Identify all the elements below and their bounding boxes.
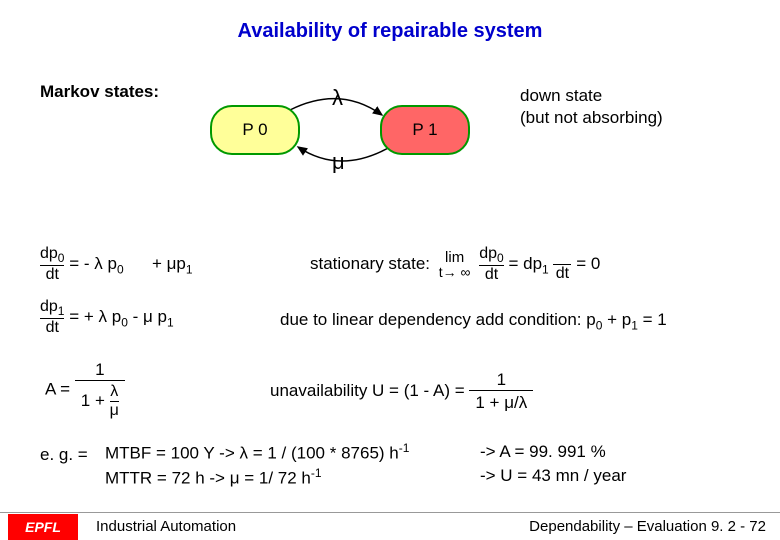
unavailability-equation: unavailability U = (1 - A) = 1 1 + μ/λ (270, 370, 533, 413)
mu-label: μ (332, 149, 345, 175)
stat-end: = 0 (576, 254, 600, 273)
stat-n1: dp (479, 245, 497, 262)
lin2: + p (602, 310, 631, 329)
state-p1: P 1 (380, 105, 470, 155)
eq2-s1: 1 (167, 315, 174, 329)
stat-s1: 1 (542, 262, 549, 276)
page-title: Availability of repairable system (0, 0, 780, 43)
down-state-note: down state (but not absorbing) (520, 85, 663, 129)
a-lhs: A = (45, 379, 75, 398)
eq1-sub: 0 (58, 251, 65, 265)
a-denpre: 1 + (81, 391, 110, 410)
u-num: 1 (469, 370, 533, 390)
down-line1: down state (520, 86, 602, 105)
ex-l1s: -1 (399, 441, 410, 455)
lambda-label: λ (332, 85, 343, 111)
footer-right: Dependability – Evaluation 9. 2 - 72 (529, 518, 766, 535)
ex-l2s: -1 (311, 466, 322, 480)
eq2-s0: 0 (121, 315, 128, 329)
eq2-sub: 1 (58, 304, 65, 318)
eq2-num: dp (40, 298, 58, 315)
eq2-dt: dt (40, 318, 64, 337)
stat-dt1: dt (479, 265, 503, 284)
lin-s1: 1 (631, 318, 638, 332)
eq1-s0: 0 (117, 262, 124, 276)
stat-dt2: dt (553, 264, 571, 283)
state-p0: P 0 (210, 105, 300, 155)
footer: EPFL Industrial Automation Dependability… (0, 512, 780, 540)
u-den: 1 + μ/λ (469, 390, 533, 413)
markov-diagram: P 0 P 1 λ μ (210, 75, 470, 185)
eq1-num: dp (40, 245, 58, 262)
linear-dependency: due to linear dependency add condition: … (280, 310, 667, 332)
example-result: -> A = 99. 991 % -> U = 43 mn / year (480, 440, 626, 488)
lim-sub: t→ ∞ (439, 265, 471, 279)
a-dfd: μ (110, 401, 119, 420)
markov-label: Markov states: (40, 82, 159, 102)
a-dfn: λ (110, 383, 119, 401)
stationary-state: stationary state: lim t→ ∞ dp0 dt = dp1 … (310, 245, 600, 284)
example-label: e. g. = (40, 445, 88, 465)
lim-text: lim (439, 250, 471, 265)
footer-left: Industrial Automation (96, 518, 236, 535)
lin3: = 1 (638, 310, 667, 329)
example-text: MTBF = 100 Y -> λ = 1 / (100 * 8765) h-1… (105, 440, 409, 491)
eq1-rhs: = - λ p (69, 254, 117, 273)
u-lhs: unavailability U = (1 - A) = (270, 381, 469, 400)
lin1: due to linear dependency add condition: … (280, 310, 596, 329)
epfl-logo: EPFL (8, 514, 78, 540)
ex-l1: MTBF = 100 Y -> λ = 1 / (100 * 8765) h (105, 444, 399, 463)
ex-r1: -> A = 99. 991 % (480, 442, 606, 461)
ex-r2: -> U = 43 mn / year (480, 466, 626, 485)
eq2-rhs: = + λ p (69, 307, 121, 326)
a-num: 1 (75, 360, 125, 380)
stat-label: stationary state: (310, 254, 430, 273)
diff-eq-1: dp0 dt = - λ p0 + μp1 (40, 245, 193, 284)
stat-mid: = dp (508, 254, 542, 273)
eq1-plus: + μp (152, 254, 186, 273)
availability-equation: A = 1 1 + λ μ (45, 360, 125, 420)
eq2-minus: - μ p (133, 307, 167, 326)
eq1-dt: dt (40, 265, 64, 284)
diff-eq-2: dp1 dt = + λ p0 - μ p1 (40, 298, 174, 337)
down-line2: (but not absorbing) (520, 108, 663, 127)
eq1-s1: 1 (186, 262, 193, 276)
ex-l2: MTTR = 72 h -> μ = 1/ 72 h (105, 469, 311, 488)
stat-s0: 0 (497, 251, 504, 265)
